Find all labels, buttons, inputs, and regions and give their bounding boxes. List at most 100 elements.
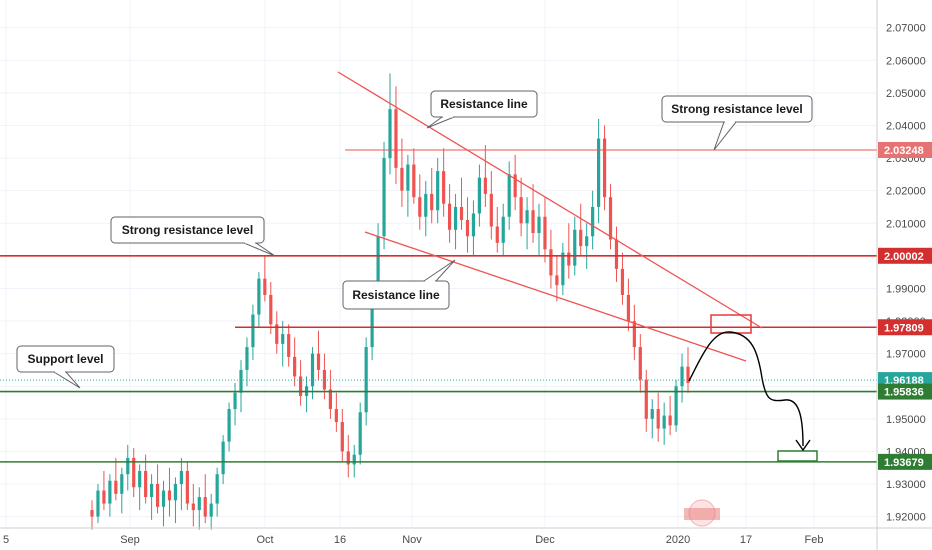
candle-body: [614, 239, 619, 269]
callout-joint: [55, 370, 65, 373]
trend-line-upper: [337, 71, 763, 329]
callout-joint: [443, 115, 453, 118]
candle-body: [328, 389, 332, 410]
y-tick-label: 2.07000: [886, 23, 926, 35]
candle-body: [638, 347, 642, 380]
resistance-target-box: [710, 314, 752, 334]
candle-body: [155, 484, 160, 507]
y-tick-label: 1.99000: [886, 283, 926, 295]
callout-label: Strong resistance level: [122, 223, 253, 237]
callout: Strong resistance level: [661, 95, 813, 151]
y-axis: 2.070002.060002.050002.040002.030002.020…: [876, 0, 932, 550]
candle-body: [108, 480, 112, 504]
candle-body: [620, 268, 625, 295]
candle-body: [555, 275, 559, 286]
price-label-box: [878, 383, 932, 400]
candle-body: [394, 109, 398, 168]
candle-body: [239, 369, 243, 393]
candle-body: [221, 441, 225, 475]
candle-body: [132, 457, 136, 488]
candle-body: [412, 164, 416, 198]
callout-label: Support level: [27, 352, 103, 366]
candle-body: [197, 497, 201, 511]
callout-label: Resistance line: [440, 97, 528, 111]
y-tick-label: 1.97000: [886, 349, 926, 361]
candle-body: [161, 490, 166, 507]
callout: Resistance line: [426, 90, 538, 129]
y-tick-label: 2.04000: [886, 120, 926, 132]
price-label-box: [878, 247, 932, 264]
price-label-text: 2.00002: [884, 251, 924, 263]
candle-body: [644, 379, 648, 419]
callout-joint: [725, 120, 735, 123]
y-tick-label: 2.05000: [886, 88, 926, 100]
candle-body: [519, 197, 523, 224]
x-tick-label: 2020: [666, 534, 690, 546]
candle-body: [674, 386, 678, 426]
candle-body: [424, 193, 428, 217]
candle-body: [126, 457, 130, 475]
candle-body: [656, 409, 660, 429]
candle-body: [573, 229, 577, 266]
candle-body: [525, 210, 529, 224]
candle-body: [579, 229, 583, 247]
price-label-box: [878, 319, 932, 336]
candle-body: [680, 366, 684, 387]
candle-body: [471, 213, 476, 237]
callout-pointer: [713, 121, 738, 151]
candle-body: [459, 206, 464, 220]
candle-body: [120, 474, 124, 494]
candle-body: [382, 158, 386, 237]
candle-body: [167, 490, 172, 501]
candle-body: [215, 474, 219, 504]
candle-body: [185, 470, 189, 504]
candle-body: [585, 236, 589, 247]
candle-body: [597, 138, 601, 207]
candle-body: [144, 470, 148, 498]
x-tick-label: Feb: [805, 534, 824, 546]
candle-body: [114, 480, 118, 494]
x-tick-label: Oct: [256, 534, 273, 546]
candle-body: [513, 174, 517, 198]
candle-body: [591, 206, 595, 237]
y-tick-label: 2.02000: [886, 186, 926, 198]
callout-box: [661, 95, 813, 123]
candle-body: [662, 415, 666, 429]
candle-body: [245, 347, 249, 370]
candle-body: [465, 220, 470, 237]
candle-body: [310, 353, 315, 387]
x-tick-label: Sep: [120, 534, 140, 546]
candle-body: [626, 294, 630, 322]
callout: Support level: [16, 345, 115, 389]
candle-body: [501, 216, 505, 243]
candle-body: [138, 470, 142, 488]
price-label-box: [878, 453, 932, 470]
x-tick-label: Dec: [535, 534, 555, 546]
candle-body: [227, 409, 231, 442]
y-tick-label: 2.06000: [886, 55, 926, 67]
projection-path: [688, 331, 804, 447]
candle-body: [507, 174, 511, 217]
callout-box: [342, 280, 450, 310]
candle-body: [567, 252, 571, 266]
candle-body: [632, 321, 636, 348]
candle-body: [388, 109, 392, 159]
x-tick-label: 5: [3, 534, 9, 546]
candle-body: [209, 503, 213, 517]
candle-body: [436, 171, 440, 211]
callout-pointer: [422, 259, 456, 282]
price-levels: [0, 71, 877, 463]
tradingview-logo: [684, 499, 720, 527]
projection-arrowhead: [795, 439, 811, 452]
callout-box: [16, 345, 115, 373]
annotations: Resistance line Strong resistance level St…: [16, 90, 818, 462]
trend-line-lower: [364, 231, 747, 362]
candle-body: [263, 278, 267, 295]
callout-box: [110, 216, 265, 244]
candle-body: [269, 294, 273, 325]
candle-body: [537, 216, 541, 234]
candle-body: [281, 334, 285, 344]
candle-body: [483, 177, 487, 194]
candle-body: [477, 177, 481, 214]
